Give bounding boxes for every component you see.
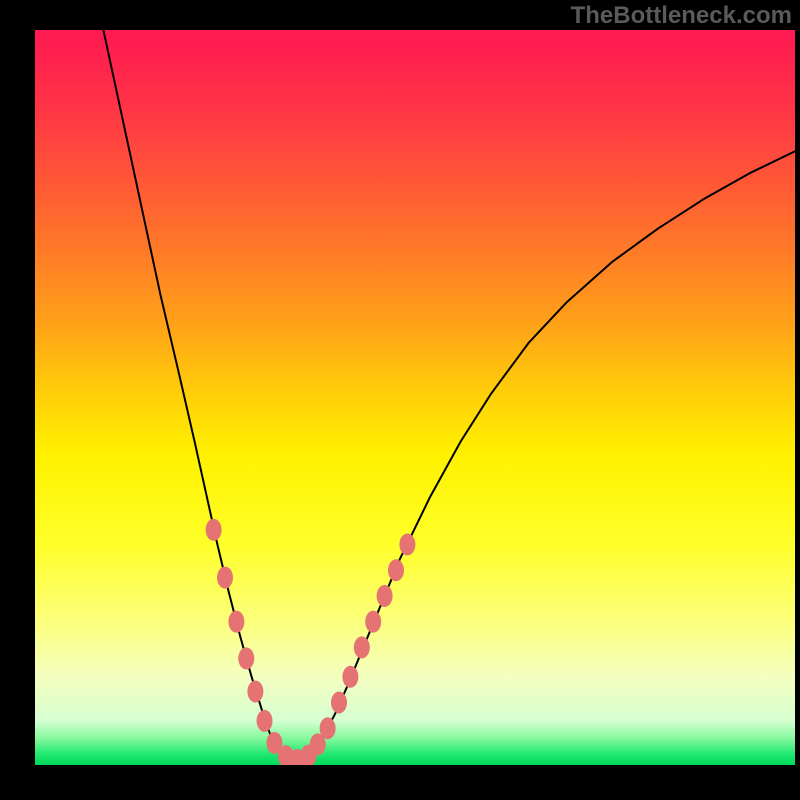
outer-frame: TheBottleneck.com	[0, 0, 800, 800]
marker-point	[354, 636, 370, 658]
chart-svg	[35, 30, 795, 765]
watermark-text: TheBottleneck.com	[571, 2, 792, 30]
marker-point	[399, 534, 415, 556]
chart-background	[35, 30, 795, 765]
marker-point	[217, 567, 233, 589]
marker-point	[365, 611, 381, 633]
marker-point	[388, 559, 404, 581]
marker-point	[238, 647, 254, 669]
marker-point	[342, 666, 358, 688]
marker-point	[257, 710, 273, 732]
marker-point	[377, 585, 393, 607]
plot-area	[35, 30, 795, 765]
marker-point	[320, 717, 336, 739]
marker-point	[247, 681, 263, 703]
marker-point	[228, 611, 244, 633]
marker-point	[206, 519, 222, 541]
marker-point	[331, 692, 347, 714]
